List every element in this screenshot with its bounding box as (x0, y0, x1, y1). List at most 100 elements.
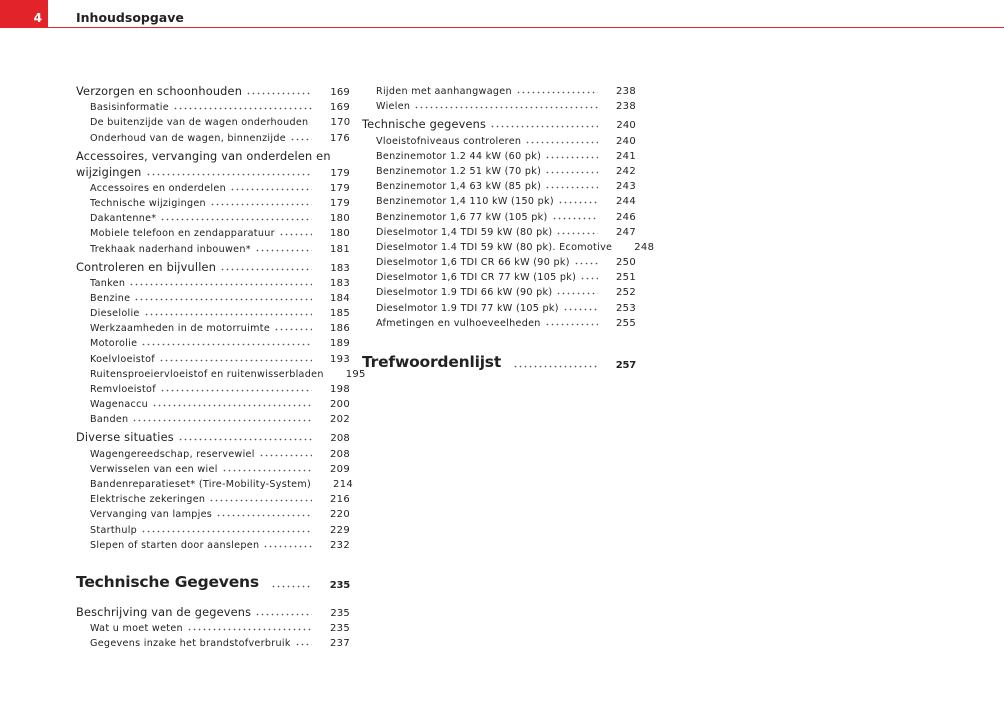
toc-entry[interactable]: Motorolie 189 (76, 334, 350, 349)
toc-entry[interactable]: Ruitensproeiervloeistof en ruitenwisserb… (76, 365, 365, 380)
toc-page-number: 253 (616, 302, 636, 314)
toc-entry[interactable]: Wielen 238 (362, 97, 636, 112)
toc-page-number: 232 (330, 539, 350, 551)
toc-entry[interactable]: Dieselmotor 1.9 TDI 66 kW (90 pk) 252 (362, 283, 636, 298)
toc-entry[interactable]: Accessoires en onderdelen 179 (76, 179, 350, 194)
toc-entry[interactable]: Slepen of starten door aanslepen 232 (76, 536, 350, 551)
toc-entry[interactable]: Benzinemotor 1.2 51 kW (70 pk) 242 (362, 162, 636, 177)
toc-entry-label: Banden (90, 414, 129, 426)
toc-page-number: 180 (330, 228, 350, 240)
toc-entry[interactable]: Basisinformatie 169 (76, 98, 350, 113)
toc-entry-label: Wielen (376, 101, 411, 113)
dot-leader (229, 182, 312, 191)
toc-entry[interactable]: Starthulp 229 (76, 520, 350, 536)
toc-page-number: 238 (616, 101, 636, 113)
toc-section[interactable]: Verzorgen en schoonhouden 169 (76, 82, 350, 98)
toc-entry[interactable]: Dieselmotor 1.4 TDI 59 kW (80 pk). Ecomo… (362, 238, 654, 253)
toc-entry[interactable]: Dieselmotor 1.9 TDI 77 kW (105 pk) 253 (362, 298, 636, 314)
toc-page-number: 169 (330, 87, 350, 98)
toc-page-number: 257 (615, 359, 636, 371)
toc-section[interactable]: Technische gegevens 240 (362, 115, 636, 131)
toc-entry[interactable]: Koelvloeistof 193 (76, 349, 350, 365)
dot-leader (221, 463, 312, 472)
toc-entry-label: Trekhaak naderhand inbouwen* (90, 243, 251, 255)
toc-entry[interactable]: De buitenzijde van de wagen onderhouden 1… (76, 113, 350, 128)
toc-page-number: 179 (330, 167, 350, 179)
toc-entry-label: Onderhoud van de wagen, binnenzijde (90, 132, 286, 144)
toc-entry-label: Dieselolie (90, 308, 140, 320)
toc-page-number: 240 (616, 120, 636, 132)
toc-chapter[interactable]: Trefwoordenlijst 257 (362, 349, 636, 371)
toc-entry[interactable]: Onderhoud van de wagen, binnenzijde 176 (76, 128, 350, 144)
dot-leader (186, 622, 312, 631)
toc-entry[interactable]: Elektrische zekeringen 216 (76, 490, 350, 505)
toc-page-number: 202 (330, 414, 350, 426)
toc-entry-label: wijzigingen (76, 165, 142, 179)
dot-leader (562, 302, 598, 311)
toc-entry-label: Bandenreparatieset* (Tire-Mobility-Syste… (90, 478, 312, 490)
toc-entry[interactable]: Vervanging van lampjes 220 (76, 505, 350, 520)
toc-section[interactable]: wijzigingen 179 (76, 163, 350, 179)
toc-entry[interactable]: Vloeistofniveaus controleren 240 (362, 131, 636, 147)
toc-entry-label: Vervanging van lampjes (90, 509, 213, 521)
toc-page-number: 179 (330, 197, 350, 209)
toc-entry[interactable]: Dakantenne* 180 (76, 209, 350, 224)
toc-entry[interactable]: Rijden met aanhangwagen 238 (362, 82, 636, 97)
toc-entry[interactable]: Benzinemotor 1,4 110 kW (150 pk) 244 (362, 192, 636, 207)
dot-leader (159, 384, 312, 392)
toc-entry-label: Trefwoordenlijst (362, 352, 502, 371)
toc-entry[interactable]: Benzinemotor 1.2 44 kW (60 pk) 241 (362, 147, 636, 162)
toc-entry-label: Elektrische zekeringen (90, 494, 206, 506)
toc-entry[interactable]: Tanken 183 (76, 274, 350, 289)
toc-entry[interactable]: Wagenaccu 200 (76, 395, 350, 410)
toc-entry[interactable]: Werkzaamheden in de motorruimte 186 (76, 319, 350, 334)
toc-page-number: 195 (345, 368, 366, 380)
toc-page-number: 237 (330, 638, 350, 650)
toc-entry-label: Remvloeistof (90, 384, 156, 395)
toc-entry[interactable]: Remvloeistof 198 (76, 380, 350, 395)
toc-entry-label: Benzinemotor 1,4 63 kW (85 pk) (376, 181, 542, 193)
toc-entry[interactable]: Gegevens inzake het brandstofverbruik 237 (76, 634, 350, 649)
toc-entry[interactable]: Technische wijzigingen 179 (76, 194, 350, 209)
toc-entry[interactable]: Banden 202 (76, 410, 350, 425)
dot-leader (141, 524, 312, 533)
toc-entry[interactable]: Verwisselen van een wiel 209 (76, 460, 350, 475)
toc-entry[interactable]: Dieselmotor 1,6 TDI CR 77 kW (105 pk) 251 (362, 268, 636, 283)
toc-page-number: 200 (330, 399, 350, 411)
toc-section[interactable]: Controleren en bijvullen 183 (76, 258, 350, 274)
toc-entry[interactable]: Mobiele telefoon en zendapparatuur 180 (76, 224, 350, 239)
toc-entry[interactable]: Dieselmotor 1,4 TDI 59 kW (80 pk) 247 (362, 223, 636, 238)
toc-entry[interactable]: Wagengereedschap, reservewiel 208 (76, 444, 350, 460)
toc-entry[interactable]: Benzine 184 (76, 289, 350, 304)
toc-chapter[interactable]: Technische Gegevens 235 (76, 569, 350, 591)
toc-entry-label: Mobiele telefoon en zendapparatuur (90, 228, 275, 240)
dot-leader (270, 579, 312, 588)
dot-leader (160, 213, 312, 222)
toc-entry[interactable]: Benzinemotor 1,4 63 kW (85 pk) 243 (362, 177, 636, 192)
toc-entry-label: Werkzaamheden in de motorruimte (90, 323, 271, 335)
toc-entry[interactable]: Afmetingen en vulhoeveelheden 255 (362, 314, 636, 329)
toc-entry[interactable]: Dieselmotor 1,6 TDI CR 66 kW (90 pk) 250 (362, 253, 636, 268)
toc-entry-label: Dieselmotor 1,4 TDI 59 kW (80 pk) (376, 226, 553, 238)
toc-entry[interactable]: Benzinemotor 1,6 77 kW (105 pk) 246 (362, 207, 636, 223)
dot-leader (513, 359, 598, 368)
dot-leader (220, 262, 312, 271)
toc-entry[interactable]: Wat u moet weten 235 (76, 619, 350, 634)
toc-section[interactable]: Diverse situaties 208 (76, 428, 350, 444)
toc-page-number: 183 (330, 262, 350, 274)
toc-page-number: 208 (330, 448, 350, 460)
toc-section[interactable]: Beschrijving van de gegevens 235 (76, 603, 350, 619)
toc-page-number: 184 (330, 292, 350, 304)
toc-heading-line: Accessoires, vervanging van onderdelen e… (76, 148, 350, 163)
toc-entry[interactable]: Dieselolie 185 (76, 304, 350, 319)
toc-entry-label: Technische wijzigingen (90, 197, 206, 209)
toc-entry[interactable]: Trekhaak naderhand inbouwen* 181 (76, 239, 350, 255)
toc-entry[interactable]: Bandenreparatieset* (Tire-Mobility-Syste… (76, 475, 353, 490)
toc-entry-label: Controleren en bijvullen (76, 260, 217, 274)
toc-entry-label: Rijden met aanhangwagen (376, 86, 512, 98)
dot-leader (414, 101, 598, 110)
toc-page-number: 246 (616, 211, 636, 223)
dot-leader (246, 87, 312, 95)
toc-entry-label: Beschrijving van de gegevens (76, 605, 252, 619)
toc-page-number: 208 (330, 433, 350, 445)
